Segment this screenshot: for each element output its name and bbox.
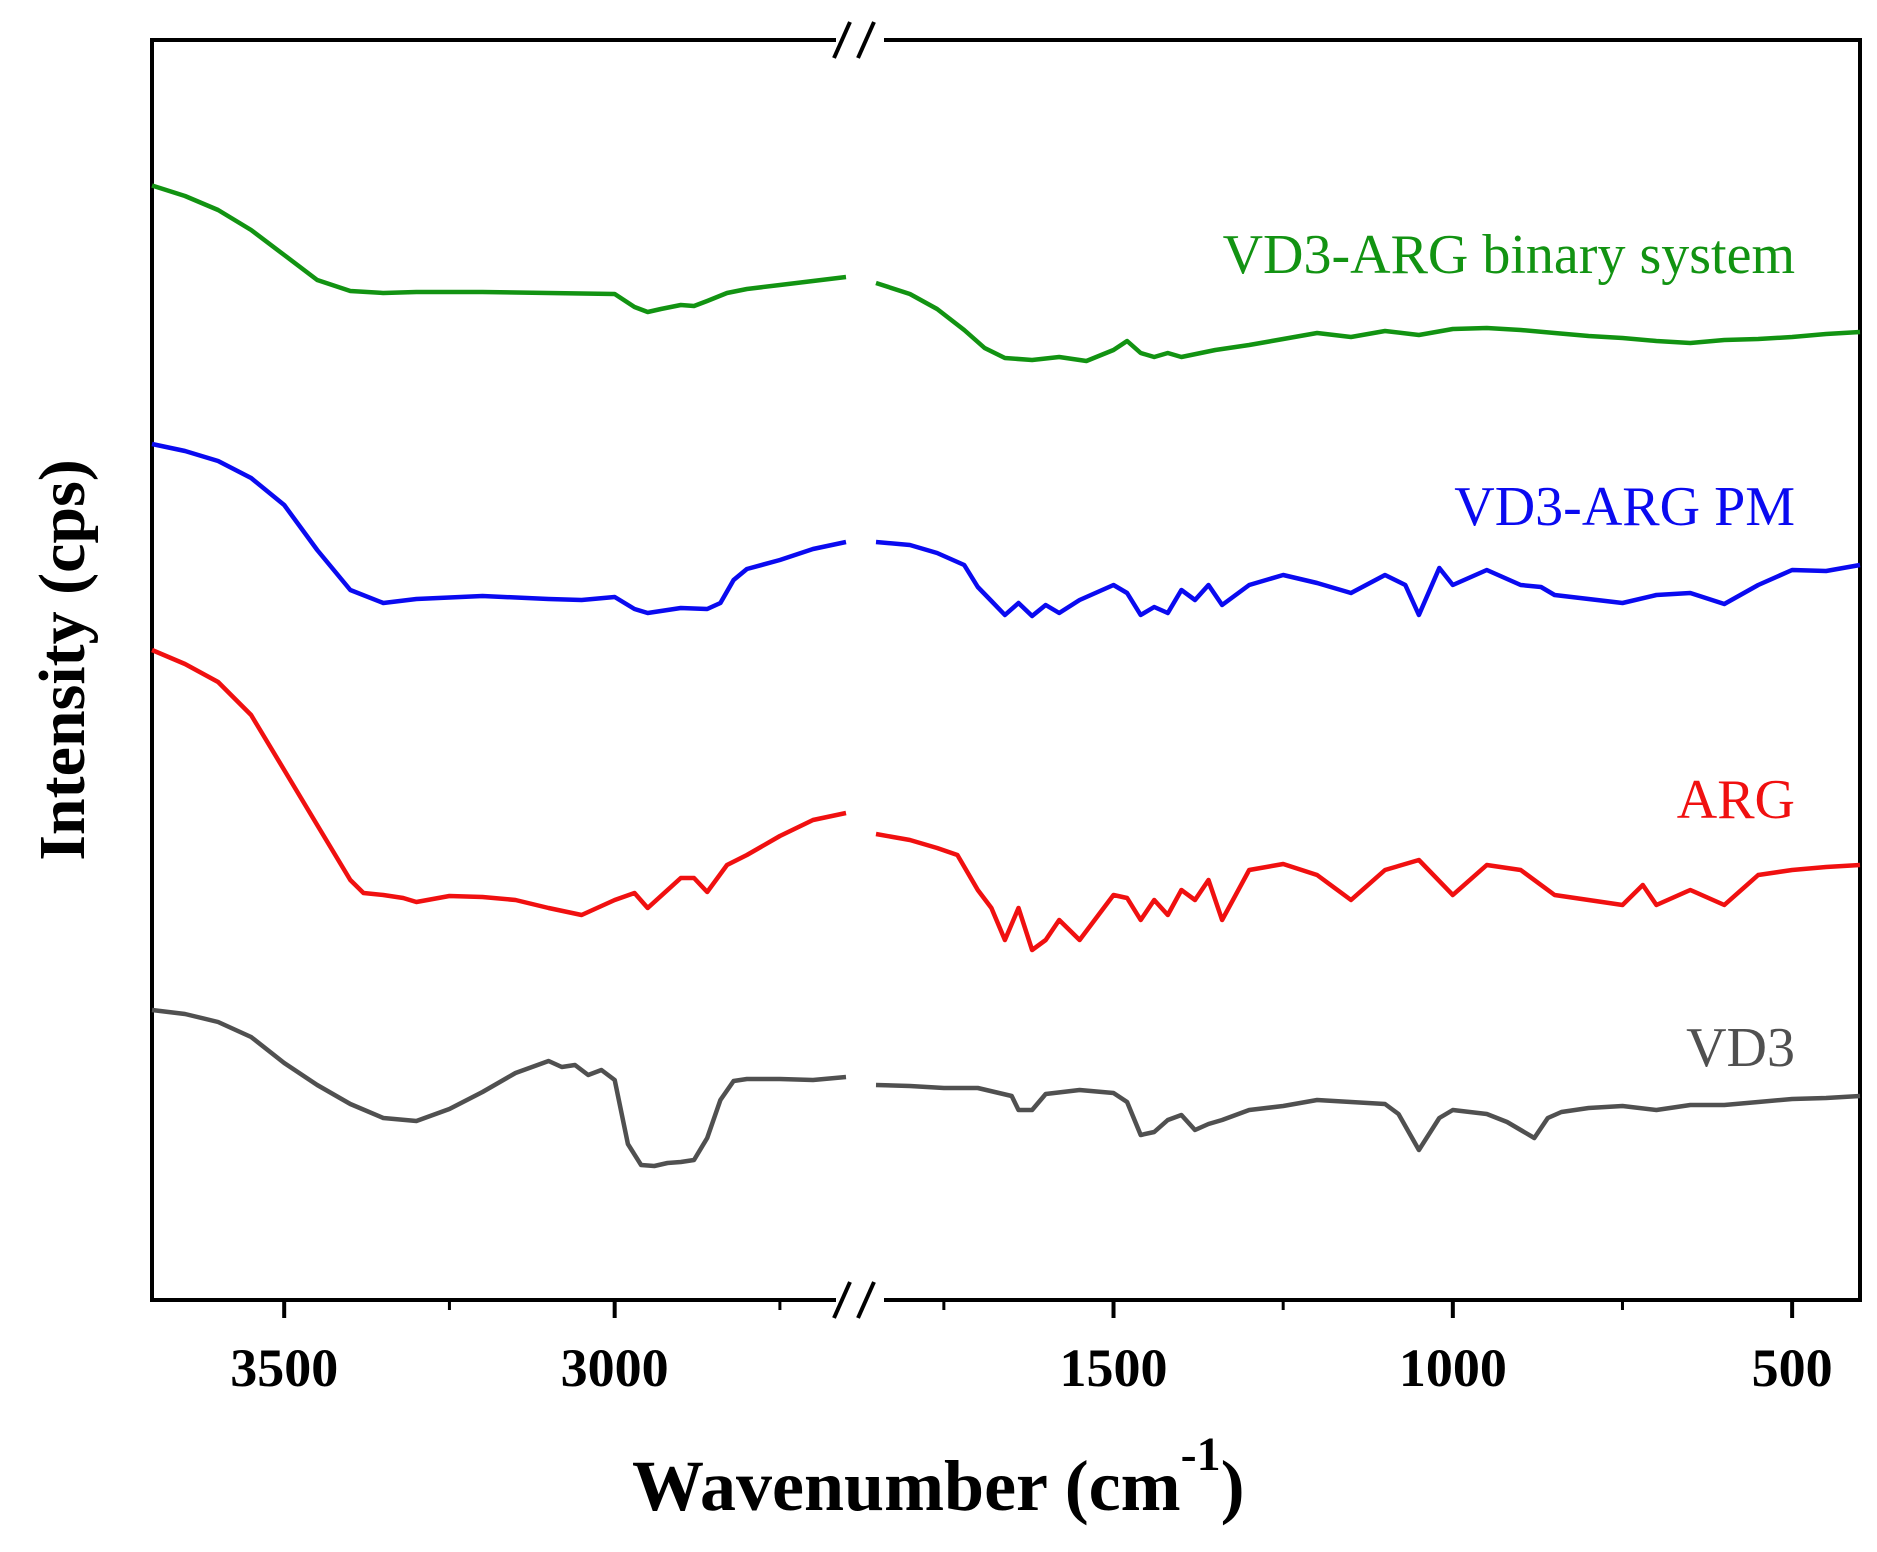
series-line-vd3-seg1 [875, 1082, 1861, 1153]
break-gap-bottom [836, 1294, 884, 1306]
break-gap-top [836, 34, 884, 46]
break-mark-top [832, 21, 852, 59]
series-line-vd3-arg-binary-system-seg0 [151, 183, 847, 315]
x-tick-label: 1000 [1399, 1338, 1507, 1398]
series-label: ARG [1677, 769, 1795, 831]
x-axis-title-superscript: -1 [1181, 1428, 1221, 1481]
series-labels: VD3-ARG binary system VD3-ARG PM ARG VD3 [1223, 224, 1795, 1079]
y-axis-title: Intensity (cps) [26, 459, 99, 861]
series-label: VD3 [1686, 1017, 1795, 1079]
x-tick-label: 1500 [1060, 1338, 1168, 1398]
x-axis-title-close: ) [1221, 1446, 1245, 1526]
break-mark-bottom [856, 1281, 876, 1319]
series-layer [151, 183, 1861, 1169]
x-axis: 3500 3000 1500 1000 500 [230, 1300, 1833, 1398]
plot-frame [150, 34, 1862, 1306]
x-tick-label: 3000 [561, 1338, 669, 1398]
series-line-arg-seg1 [875, 831, 1861, 953]
series-line-vd3-arg-pm-seg0 [151, 441, 847, 616]
axis-break-marks [832, 21, 876, 1319]
x-tick-label: 3500 [230, 1338, 338, 1398]
series-label: VD3-ARG binary system [1223, 224, 1795, 286]
series-line-vd3-arg-pm-seg1 [875, 539, 1861, 619]
series-line-vd3-arg-binary-system-seg1 [875, 280, 1861, 364]
series-line-arg-seg0 [151, 647, 847, 918]
x-tick-label: 500 [1752, 1338, 1833, 1398]
series-line-vd3-seg0 [151, 1007, 847, 1169]
plot-border [150, 38, 1862, 1302]
x-axis-title-main: Wavenumber (cm [632, 1446, 1181, 1526]
series-label: VD3-ARG PM [1454, 476, 1795, 538]
break-mark-top [856, 21, 876, 59]
x-axis-title: Wavenumber (cm-1) [632, 1428, 1245, 1526]
break-mark-bottom [832, 1281, 852, 1319]
